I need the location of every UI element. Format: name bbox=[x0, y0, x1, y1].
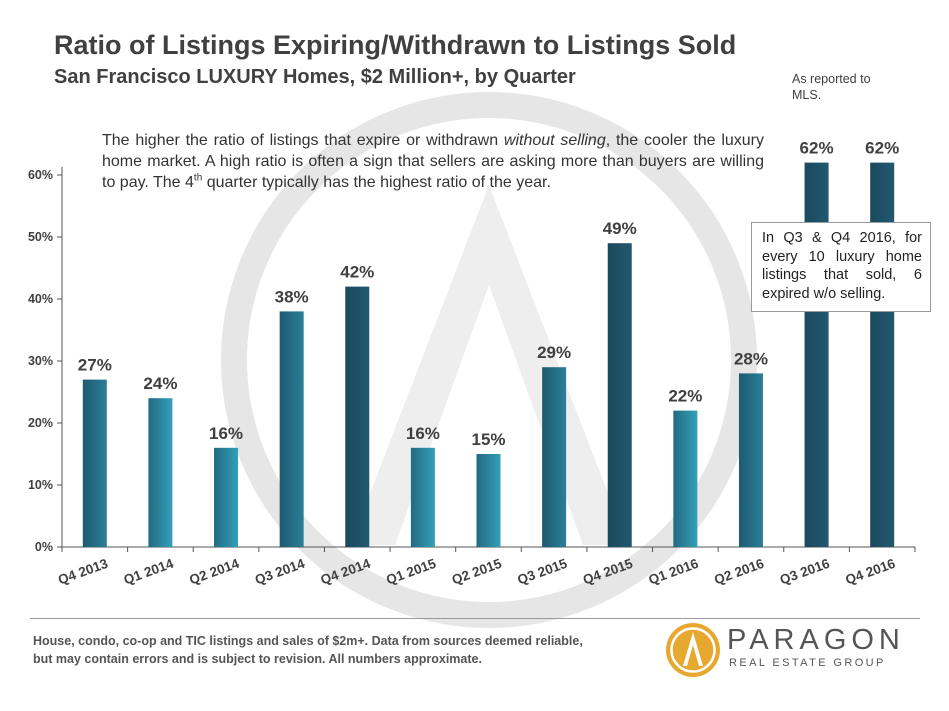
x-tick-label: Q2 2014 bbox=[187, 556, 241, 588]
x-tick-label: Q3 2014 bbox=[253, 556, 307, 588]
bar bbox=[542, 367, 567, 547]
y-tick-label: 20% bbox=[28, 416, 53, 430]
bar-value-label: 29% bbox=[537, 343, 571, 362]
bar bbox=[738, 373, 763, 547]
mls-note: As reported to MLS. bbox=[792, 72, 871, 102]
bar bbox=[607, 243, 632, 547]
bar bbox=[476, 454, 501, 547]
y-tick-label: 40% bbox=[28, 292, 53, 306]
x-tick-label: Q1 2015 bbox=[384, 556, 438, 588]
x-tick-labels: Q4 2013 Q1 2014 Q2 2014 Q3 2014 Q4 2014 Q1 20… bbox=[56, 556, 898, 588]
explanation-emphasis: without selling bbox=[503, 132, 606, 149]
bar-value-label: 28% bbox=[734, 349, 768, 368]
x-tick-label: Q1 2014 bbox=[122, 556, 176, 588]
callout-box: In Q3 & Q4 2016, for every 10 luxury hom… bbox=[751, 222, 931, 312]
x-tick-label: Q3 2016 bbox=[778, 556, 832, 588]
bar bbox=[410, 447, 435, 547]
x-tick-label: Q4 2016 bbox=[843, 556, 897, 588]
bar bbox=[345, 286, 370, 547]
bar bbox=[279, 311, 304, 547]
bars bbox=[82, 162, 895, 547]
bar bbox=[673, 410, 698, 547]
y-tick-label: 10% bbox=[28, 478, 53, 492]
chart-subtitle: San Francisco LUXURY Homes, $2 Million+,… bbox=[54, 66, 576, 88]
bar-value-label: 16% bbox=[209, 424, 243, 443]
y-tick-label: 0% bbox=[35, 540, 53, 554]
paragon-logo-icon bbox=[666, 623, 720, 677]
logo-tagline: REAL ESTATE GROUP bbox=[729, 657, 886, 669]
bar-value-label: 49% bbox=[603, 219, 637, 238]
y-tick-label: 60% bbox=[28, 168, 53, 182]
bar-value-label: 15% bbox=[471, 430, 505, 449]
y-tick-label: 30% bbox=[28, 354, 53, 368]
footer-divider bbox=[30, 618, 920, 619]
bar-value-label: 38% bbox=[275, 287, 309, 306]
value-labels: 27% 24% 16% 38% 42% 16% 15% 29% 49% 22% 28% 62% 62% bbox=[78, 139, 899, 449]
x-tick-label: Q3 2015 bbox=[515, 556, 569, 588]
bar bbox=[82, 379, 107, 547]
explanation-text: The higher the ratio of listings that ex… bbox=[102, 132, 765, 191]
bar-value-label: 42% bbox=[340, 263, 374, 282]
axes: 0% 10% 20% 30% 40% 50% 60% bbox=[28, 167, 916, 554]
x-tick-label: Q2 2016 bbox=[712, 556, 766, 588]
footer-note: House, condo, co-op and TIC listings and… bbox=[33, 634, 583, 666]
x-tick-label: Q2 2015 bbox=[450, 556, 504, 588]
bar bbox=[148, 398, 173, 547]
bar bbox=[804, 162, 829, 547]
bar-value-label: 16% bbox=[406, 424, 440, 443]
logo-name: PARAGON bbox=[727, 624, 905, 656]
chart-title: Ratio of Listings Expiring/Withdrawn to … bbox=[54, 30, 737, 60]
bar-value-label: 62% bbox=[865, 139, 899, 158]
bar-value-label: 24% bbox=[143, 374, 177, 393]
bar bbox=[870, 162, 895, 547]
bar-value-label: 22% bbox=[668, 387, 702, 406]
bar-value-label: 62% bbox=[800, 139, 834, 158]
bar-value-label: 27% bbox=[78, 356, 112, 375]
x-tick-label: Q4 2013 bbox=[56, 556, 110, 588]
y-tick-label: 50% bbox=[28, 230, 53, 244]
bar bbox=[214, 447, 239, 547]
